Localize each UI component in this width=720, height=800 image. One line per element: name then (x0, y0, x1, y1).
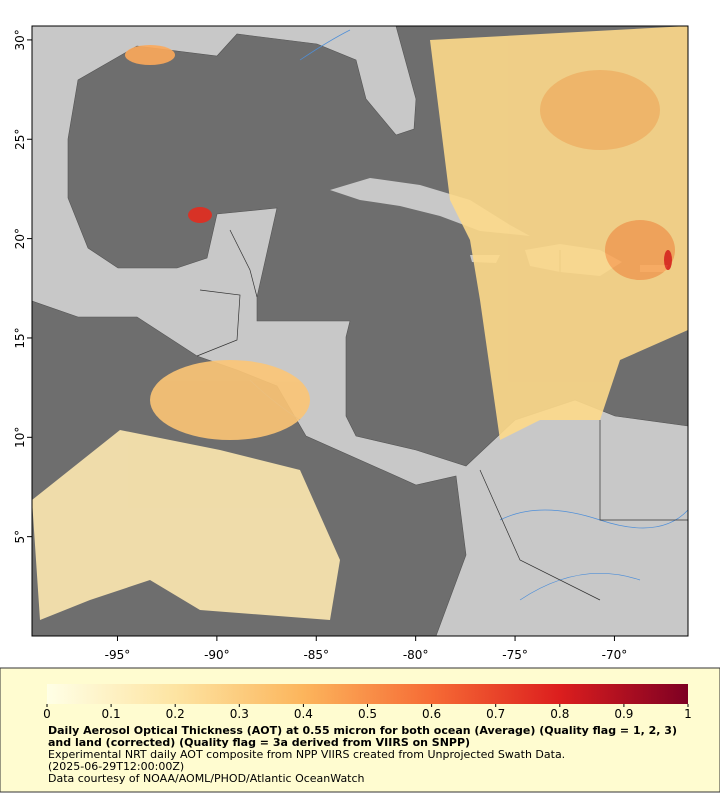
x-tick-label: -80° (403, 648, 429, 662)
x-tick-label: -85° (303, 648, 329, 662)
y-tick-label: 15° (13, 327, 27, 348)
colorbar (47, 684, 688, 704)
colorbar-tick-label: 0.2 (166, 707, 185, 721)
colorbar-tick-label: 0.9 (614, 707, 633, 721)
colorbar-tick-label: 0.3 (230, 707, 249, 721)
map-frame (31, 25, 689, 637)
y-tick-label: 20° (13, 228, 27, 249)
y-tick-label: 10° (13, 427, 27, 448)
aerosol (32, 26, 688, 620)
y-tick-label: 5° (13, 530, 27, 544)
land (32, 26, 688, 636)
colorbar-tick-label: 0.6 (422, 707, 441, 721)
map-area (32, 26, 688, 636)
x-tick-label: -95° (105, 648, 131, 662)
x-tick-label: -70° (602, 648, 628, 662)
colorbar-tick-label: 1 (684, 707, 692, 721)
x-tick-label: -75° (502, 648, 528, 662)
colorbar-tick-label: 0.7 (486, 707, 505, 721)
colorbar-tick-label: 0 (43, 707, 51, 721)
caption-title: Daily Aerosol Optical Thickness (AOT) at… (48, 724, 677, 749)
caption-line: (2025-06-29T12:00:00Z) (48, 760, 185, 773)
colorbar-tick-label: 0.4 (294, 707, 313, 721)
y-tick-label: 25° (13, 129, 27, 150)
colorbar-tick-label: 0.5 (358, 707, 377, 721)
caption: Daily Aerosol Optical Thickness (AOT) at… (48, 725, 688, 785)
colorbar-tick-label: 0.1 (102, 707, 121, 721)
caption-line: Experimental NRT daily AOT composite fro… (48, 748, 566, 761)
caption-line: Data courtesy of NOAA/AOML/PHOD/Atlantic… (48, 772, 365, 785)
colorbar-tick-label: 0.8 (550, 707, 569, 721)
y-tick-label: 30° (13, 29, 27, 50)
x-tick-label: -90° (204, 648, 230, 662)
